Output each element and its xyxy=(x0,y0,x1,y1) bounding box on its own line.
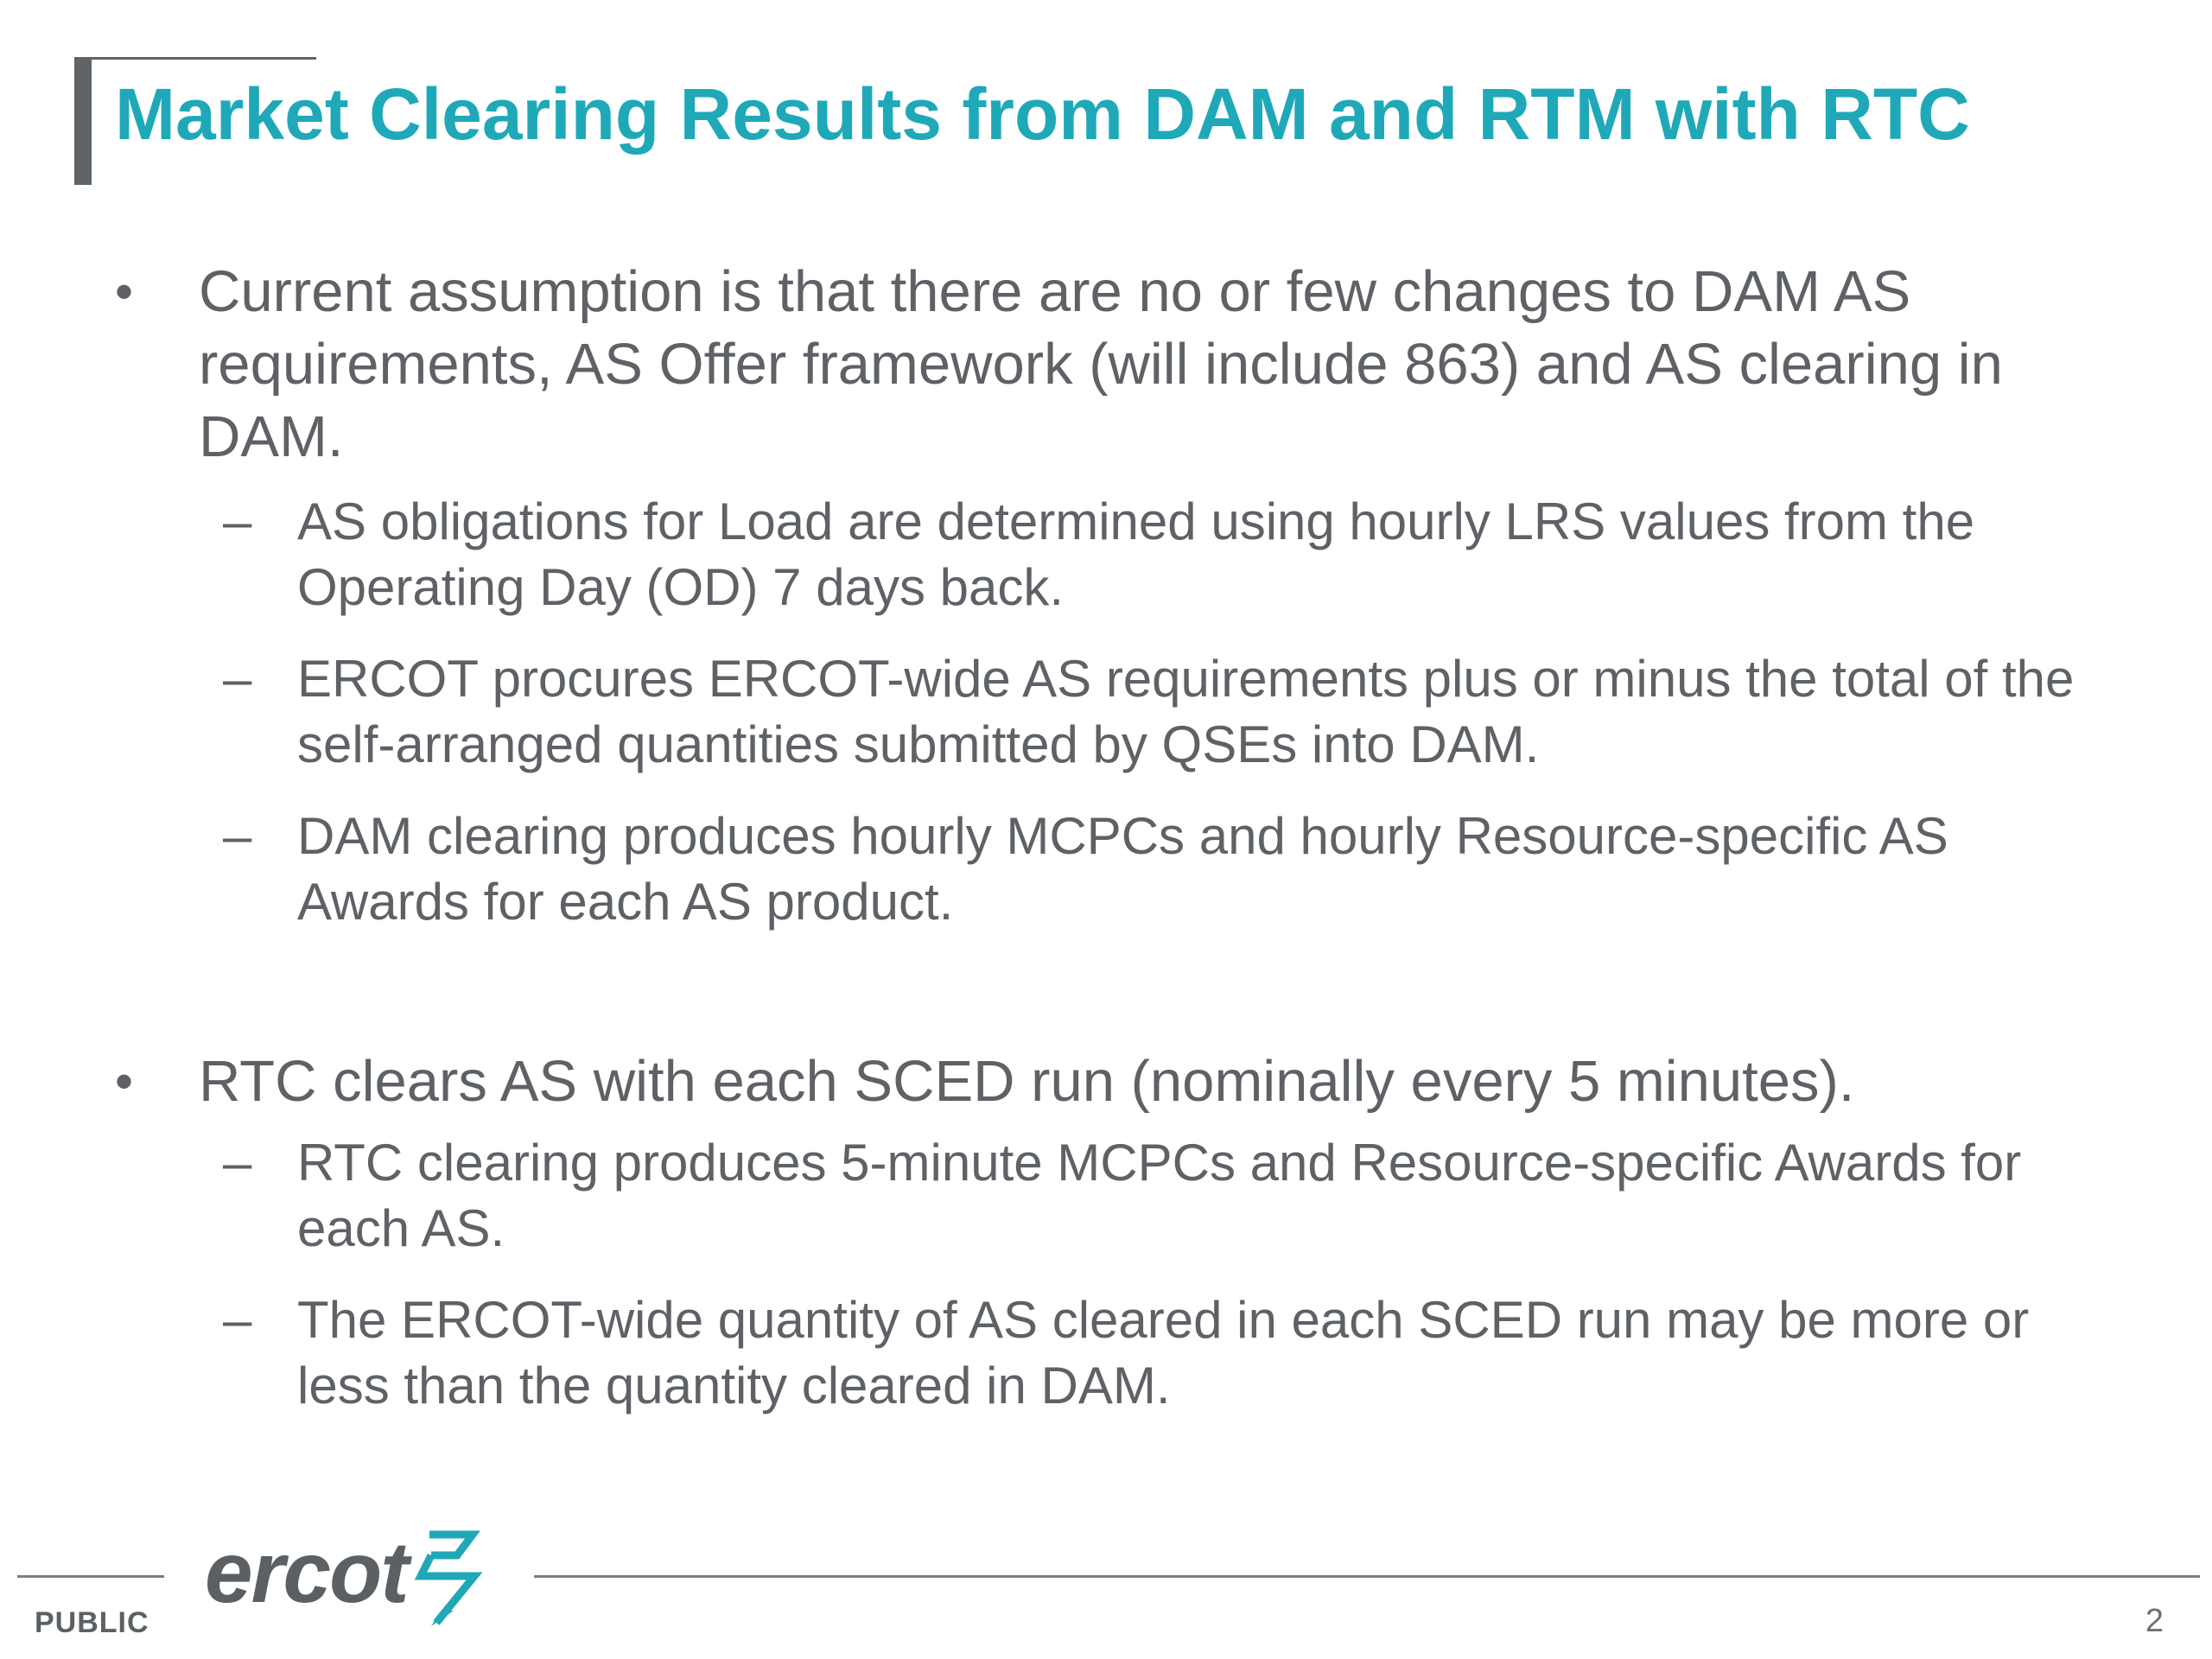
footer-rule-left xyxy=(17,1575,164,1578)
bullet-text: Current assumption is that there are no … xyxy=(199,259,2003,469)
bullet-level2: – AS obligations for Load are determined… xyxy=(223,489,2094,620)
dash-marker: – xyxy=(223,493,252,550)
logo-wordmark: ercot xyxy=(205,1524,410,1621)
bullet-text: RTC clears AS with each SCED run (nomina… xyxy=(199,1049,1855,1114)
bullet-text: RTC clearing produces 5-minute MCPCs and… xyxy=(297,1134,2022,1257)
classification-label: PUBLIC xyxy=(35,1606,149,1639)
bullet-marker: • xyxy=(115,1052,134,1110)
bullet-marker: • xyxy=(115,263,134,321)
bullet-level2: – DAM clearing produces hourly MCPCs and… xyxy=(223,804,2094,935)
bullet-level2: – RTC clearing produces 5-minute MCPCs a… xyxy=(223,1130,2094,1262)
dash-marker: – xyxy=(223,807,252,865)
title-accent-rule xyxy=(74,57,316,60)
bullet-level2: – The ERCOT-wide quantity of AS cleared … xyxy=(223,1287,2094,1419)
bullet-level1: • RTC clears AS with each SCED run (nomi… xyxy=(115,1046,2082,1118)
title-accent-bar xyxy=(74,57,92,185)
dash-marker: – xyxy=(223,1134,252,1192)
bullet-level2: – ERCOT procures ERCOT-wide AS requireme… xyxy=(223,646,2094,778)
dash-marker: – xyxy=(223,1291,252,1349)
dash-marker: – xyxy=(223,650,252,708)
ercot-bolt-icon xyxy=(414,1530,483,1626)
footer-rule-right xyxy=(534,1575,2200,1578)
bullet-text: ERCOT procures ERCOT-wide AS requirement… xyxy=(297,650,2075,773)
page-number: 2 xyxy=(2145,1603,2164,1639)
ercot-logo: ercot xyxy=(205,1521,499,1633)
slide-title: Market Clearing Results from DAM and RTM… xyxy=(115,73,1970,155)
bullet-text: The ERCOT-wide quantity of AS cleared in… xyxy=(297,1291,2030,1414)
bullet-text: DAM clearing produces hourly MCPCs and h… xyxy=(297,807,1948,931)
bullet-text: AS obligations for Load are determined u… xyxy=(297,493,1975,616)
bullet-level1: • Current assumption is that there are n… xyxy=(115,256,2082,474)
